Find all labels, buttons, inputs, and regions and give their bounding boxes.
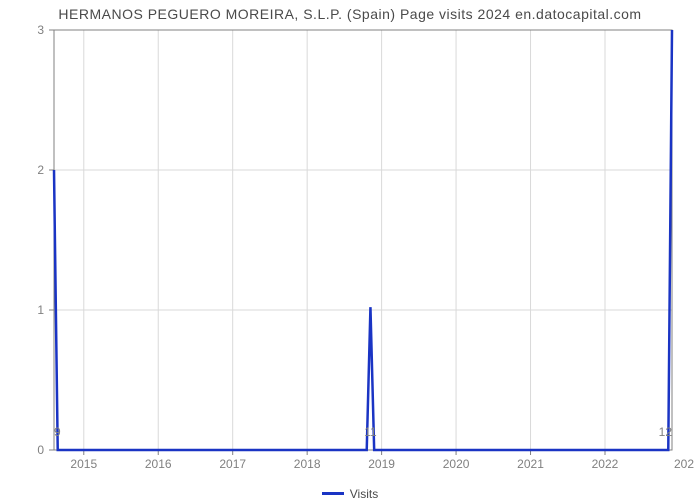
svg-text:2015: 2015 <box>70 457 97 470</box>
svg-text:2022: 2022 <box>592 457 619 470</box>
svg-text:2021: 2021 <box>517 457 544 470</box>
legend-item-visits: Visits <box>322 487 378 500</box>
svg-text:11: 11 <box>364 425 377 439</box>
svg-text:202: 202 <box>674 457 694 470</box>
svg-text:9: 9 <box>54 425 61 439</box>
svg-text:12: 12 <box>659 425 673 439</box>
svg-text:2020: 2020 <box>443 457 470 470</box>
legend-label: Visits <box>350 487 378 500</box>
svg-text:2: 2 <box>37 163 44 177</box>
chart-legend: Visits <box>0 482 700 500</box>
svg-text:2019: 2019 <box>368 457 395 470</box>
svg-text:1: 1 <box>37 303 44 317</box>
line-chart-plot: 0123201520162017201820192020202120222029… <box>0 0 700 470</box>
svg-text:3: 3 <box>37 23 44 37</box>
svg-text:2018: 2018 <box>294 457 321 470</box>
svg-text:2016: 2016 <box>145 457 172 470</box>
chart-svg: 0123201520162017201820192020202120222029… <box>0 0 700 470</box>
legend-swatch <box>322 492 344 495</box>
svg-text:0: 0 <box>37 443 44 457</box>
svg-text:2017: 2017 <box>219 457 246 470</box>
